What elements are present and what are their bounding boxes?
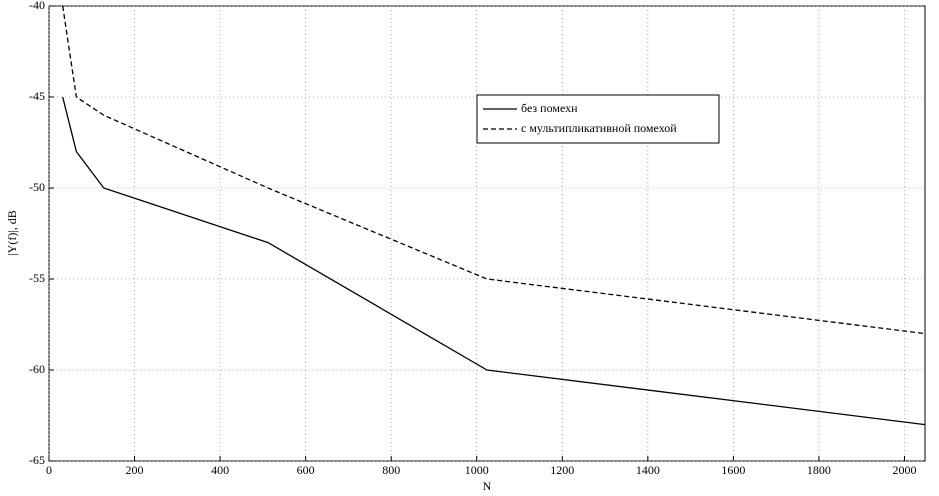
y-axis-label: |Y(f)|, dB <box>5 210 19 255</box>
y-tick-label: -40 <box>29 0 45 12</box>
x-tick-label: 1000 <box>465 463 489 477</box>
plot-frame <box>48 5 926 462</box>
series-line <box>62 96 926 426</box>
y-tick-label: -45 <box>29 89 45 103</box>
legend-label: без помехн <box>521 101 578 115</box>
x-tick-label: 1200 <box>550 463 574 477</box>
x-axis-label: N <box>483 479 492 493</box>
x-tick-label: 600 <box>297 463 315 477</box>
x-tick-label: 200 <box>126 463 144 477</box>
x-tick-label: 0 <box>46 463 52 477</box>
y-tick-label: -50 <box>29 180 45 194</box>
legend-box <box>476 94 720 144</box>
x-tick-label: 1800 <box>807 463 831 477</box>
x-tick-label: 400 <box>211 463 229 477</box>
x-tick-label: 1600 <box>721 463 745 477</box>
x-tick-label: 800 <box>382 463 400 477</box>
x-tick-label: 1400 <box>636 463 660 477</box>
x-tick-label: 2000 <box>892 463 916 477</box>
y-tick-label: -55 <box>29 271 45 285</box>
y-tick-label: -65 <box>29 453 45 467</box>
series-line <box>62 5 926 335</box>
legend-label: с мультипликативной помехой <box>521 121 677 135</box>
y-tick-label: -60 <box>29 362 45 376</box>
